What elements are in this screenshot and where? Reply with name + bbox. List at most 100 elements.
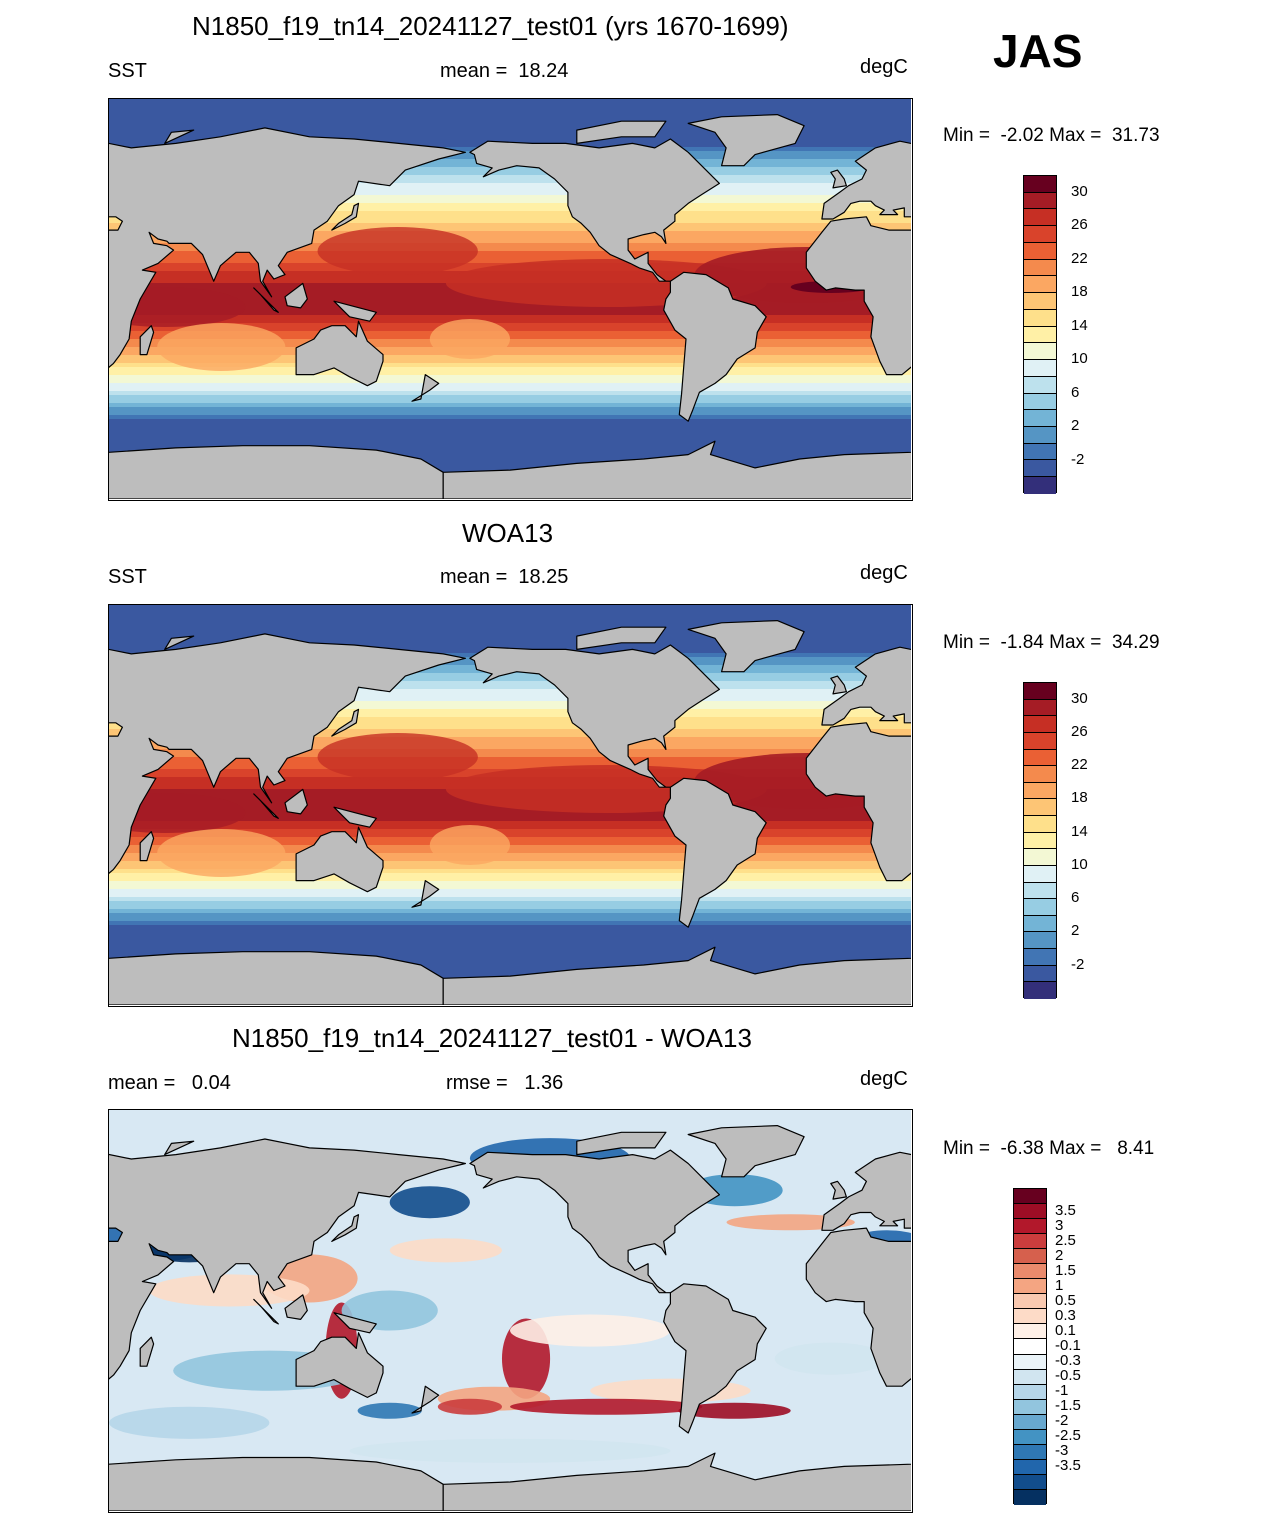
landmass (284, 1294, 308, 1320)
colorbar-swatch (1014, 1444, 1046, 1460)
colorbar-swatch (1014, 1264, 1046, 1280)
landmass (253, 287, 279, 313)
colorbar-tick-label: 1.5 (1055, 1261, 1076, 1279)
panel-1-map (108, 98, 913, 501)
colorbar-swatch (1024, 242, 1056, 260)
colorbar-tick-label: -1.5 (1055, 1397, 1081, 1415)
colorbar-swatch (1024, 865, 1056, 883)
landmass (164, 635, 195, 651)
colorbar-swatch (1014, 1459, 1046, 1475)
colorbar-swatch (1024, 766, 1056, 783)
panel-3-map (108, 1109, 913, 1513)
colorbar-swatch (1024, 932, 1056, 949)
landmass (576, 626, 667, 651)
landmass (805, 1151, 911, 1387)
colorbar-swatch (1024, 376, 1056, 394)
colorbar-tick-label: 26 (1071, 722, 1088, 740)
colorbar-swatch (1024, 226, 1056, 243)
colorbar-swatch (1014, 1219, 1046, 1235)
landmass (805, 646, 911, 882)
colorbar-swatch (1024, 965, 1056, 983)
colorbar-tick-label: -0.5 (1055, 1367, 1081, 1385)
colorbar-tick-label: 14 (1071, 316, 1088, 334)
panel-1-title: N1850_f19_tn14_20241127_test01 (yrs 1670… (192, 11, 789, 41)
landmass (663, 271, 767, 422)
colorbar-swatch (1014, 1429, 1046, 1445)
panel-2-minmax: Min = -1.84 Max = 34.29 (943, 632, 1160, 653)
landmass (164, 129, 195, 145)
colorbar-tick-label: 30 (1071, 689, 1088, 707)
colorbar-swatch (1014, 1234, 1046, 1250)
colorbar-swatch (1024, 460, 1056, 478)
colorbar-swatch (1024, 343, 1056, 361)
landmass (442, 1452, 911, 1511)
panel-1-map-svg (109, 99, 911, 499)
colorbar-tick-label: 18 (1071, 283, 1088, 301)
colorbar-swatch (1024, 309, 1056, 327)
landmass (663, 777, 767, 928)
colorbar-tick-label: -3.5 (1055, 1457, 1081, 1475)
colorbar-swatch (1014, 1204, 1046, 1220)
colorbar-tick-label: 10 (1071, 855, 1088, 873)
landmass (805, 140, 911, 376)
colorbar-tick-label: 2 (1071, 417, 1080, 435)
colorbar-swatch (1024, 209, 1056, 227)
colorbar-swatch (1014, 1474, 1046, 1490)
colorbar-swatch (1014, 1384, 1046, 1400)
colorbar-swatch (1014, 1189, 1046, 1205)
colorbar-swatch (1024, 799, 1056, 816)
colorbar-tick-label: 6 (1071, 383, 1080, 401)
colorbar-swatch (1014, 1324, 1046, 1340)
colorbar-swatch (1014, 1249, 1046, 1265)
colorbar-swatch (1024, 176, 1056, 193)
colorbar-swatch (1024, 410, 1056, 428)
colorbar-swatch (1014, 1339, 1046, 1355)
landmass (663, 1283, 767, 1434)
landmass (830, 675, 848, 695)
colorbar-swatch (1024, 427, 1056, 444)
colorbar-tick-label: 14 (1071, 822, 1088, 840)
landmass (687, 620, 805, 673)
colorbar-swatch (1024, 982, 1056, 999)
colorbar-tick-label: 1 (1055, 1276, 1064, 1294)
colorbar-tick-label: -2 (1071, 450, 1085, 468)
landmass (687, 114, 805, 167)
colorbar-swatch (1014, 1414, 1046, 1430)
colorbar-swatch (1024, 732, 1056, 750)
colorbar-tick-label: -2 (1055, 1412, 1069, 1430)
landmass (469, 1149, 721, 1294)
colorbar-swatch (1024, 326, 1056, 344)
colorbar-tick-label: 2.5 (1055, 1231, 1076, 1249)
landmass (411, 1385, 440, 1414)
colorbar-swatch (1024, 849, 1056, 866)
landmass (576, 120, 667, 145)
colorbar-tick-label: 3.5 (1055, 1201, 1076, 1219)
colorbar-tick-label: -1 (1055, 1382, 1069, 1400)
panel-2-variable: SST (108, 566, 147, 588)
panel-2-mean: mean = 18.25 (440, 566, 569, 588)
landmass (295, 320, 384, 387)
landmass (442, 946, 911, 1005)
panel-1-minmax: Min = -2.02 Max = 31.73 (943, 125, 1160, 146)
season-label: JAS (993, 25, 1083, 77)
landmass (284, 282, 308, 309)
colorbar-swatch (1024, 293, 1056, 310)
landmass (830, 1180, 848, 1200)
landmass (333, 1312, 377, 1334)
landmass (253, 1298, 279, 1325)
colorbar-swatch (1014, 1294, 1046, 1310)
landmass (139, 325, 155, 356)
landmass (164, 1140, 195, 1156)
panel-3-units: degC (860, 1068, 908, 1090)
panel-3-title: N1850_f19_tn14_20241127_test01 - WOA13 (232, 1023, 752, 1053)
landmass (295, 826, 384, 893)
colorbar-swatch (1024, 949, 1056, 966)
landmass (284, 788, 308, 815)
colorbar-swatch (1024, 699, 1056, 717)
colorbar-swatch (1014, 1399, 1046, 1415)
panel-2-map-svg (109, 605, 911, 1005)
colorbar-tick-label: -2.5 (1055, 1427, 1081, 1445)
colorbar-swatch (1024, 443, 1056, 461)
panel-3-map-svg (109, 1110, 911, 1511)
landmass (331, 202, 360, 231)
